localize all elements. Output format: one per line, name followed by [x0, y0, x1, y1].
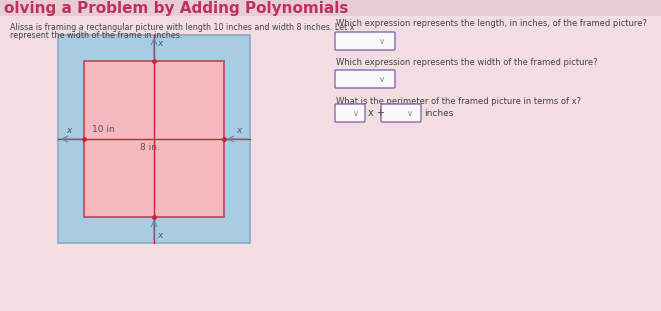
Text: x: x [157, 39, 163, 48]
Text: ∨: ∨ [379, 36, 385, 45]
Text: inches: inches [424, 109, 453, 118]
Text: Alissa is framing a rectangular picture with length 10 inches and width 8 inches: Alissa is framing a rectangular picture … [10, 23, 354, 32]
Text: x: x [237, 126, 242, 135]
Text: ∨: ∨ [353, 109, 359, 118]
Bar [0, 0, 661, 16]
Text: represent the width of the frame in inches.: represent the width of the frame in inch… [10, 31, 182, 40]
Bar [84, 61, 224, 217]
Text: 8 in.: 8 in. [140, 143, 160, 152]
Text: x: x [157, 230, 163, 239]
Text: ∨: ∨ [407, 109, 413, 118]
Text: Which expression represents the width of the framed picture?: Which expression represents the width of… [336, 58, 598, 67]
Text: olving a Problem by Adding Polynomials: olving a Problem by Adding Polynomials [4, 1, 348, 16]
FancyBboxPatch shape [381, 104, 421, 122]
FancyBboxPatch shape [335, 70, 395, 88]
FancyBboxPatch shape [335, 104, 365, 122]
Text: x +: x + [368, 108, 385, 118]
Text: x: x [66, 126, 71, 135]
Text: Which expression represents the length, in inches, of the framed picture?: Which expression represents the length, … [336, 19, 647, 28]
Text: 10 in: 10 in [92, 124, 115, 133]
Bar [58, 35, 250, 243]
Text: ∨: ∨ [379, 75, 385, 83]
FancyBboxPatch shape [335, 32, 395, 50]
Text: What is the perimeter of the framed picture in terms of x?: What is the perimeter of the framed pict… [336, 97, 581, 106]
